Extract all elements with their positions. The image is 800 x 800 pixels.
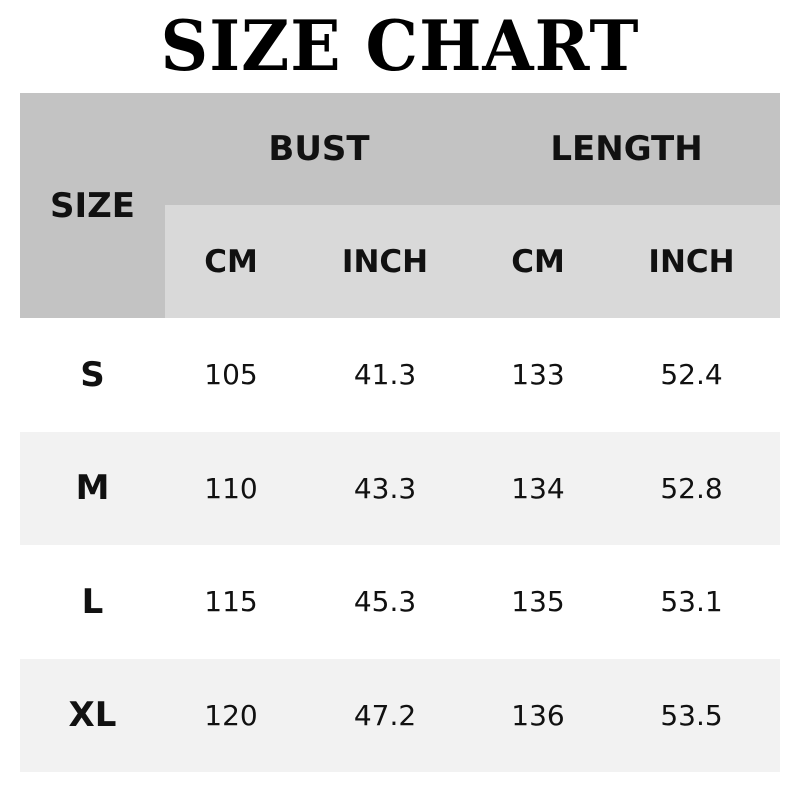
table-row: M 110 43.3 134 52.8 — [20, 431, 781, 545]
value-cell: 53.1 — [660, 585, 723, 619]
unit-header: INCH — [603, 205, 781, 318]
value-cell: 45.3 — [353, 585, 417, 619]
size-header: SIZE — [20, 93, 165, 318]
size-cell: XL — [20, 658, 165, 772]
value-cell: 135 — [511, 585, 565, 619]
value-cell: 136 — [473, 658, 604, 772]
table-row: XL 120 47.2 136 53.5 — [20, 658, 781, 772]
header-row: SIZE BUST LENGTH — [20, 93, 781, 318]
value-cell: 110 — [165, 431, 297, 545]
table-row: L 115 45.3 135 53.1 — [20, 545, 780, 659]
unit-row: CM INCH CM INCH — [20, 205, 781, 318]
size-cell: L — [81, 581, 104, 622]
length-header: LENGTH — [473, 93, 781, 205]
value-cell: 105 — [204, 358, 258, 392]
table-row: S 105 41.3 133 52.4 — [20, 318, 780, 432]
size-cell: M — [20, 431, 165, 545]
unit-header: INCH — [297, 205, 474, 318]
value-cell: 115 — [204, 585, 258, 619]
value-cell: 120 — [165, 658, 297, 772]
page-title: SIZE CHART — [160, 5, 640, 87]
value-cell: 41.3 — [353, 358, 417, 392]
unit-header: CM — [473, 205, 604, 318]
bust-header: BUST — [165, 93, 474, 205]
value-cell: 53.5 — [603, 658, 781, 772]
value-cell: 134 — [473, 431, 604, 545]
size-cell: S — [80, 354, 105, 395]
size-chart-table: SIZE BUST LENGTH CM INCH CM INCH S 105 41.… — [20, 93, 781, 772]
value-cell: 52.8 — [603, 431, 781, 545]
value-cell: 133 — [511, 358, 565, 392]
value-cell: 47.2 — [297, 658, 474, 772]
value-cell: 52.4 — [660, 358, 723, 392]
unit-header: CM — [165, 205, 297, 318]
value-cell: 43.3 — [297, 431, 474, 545]
